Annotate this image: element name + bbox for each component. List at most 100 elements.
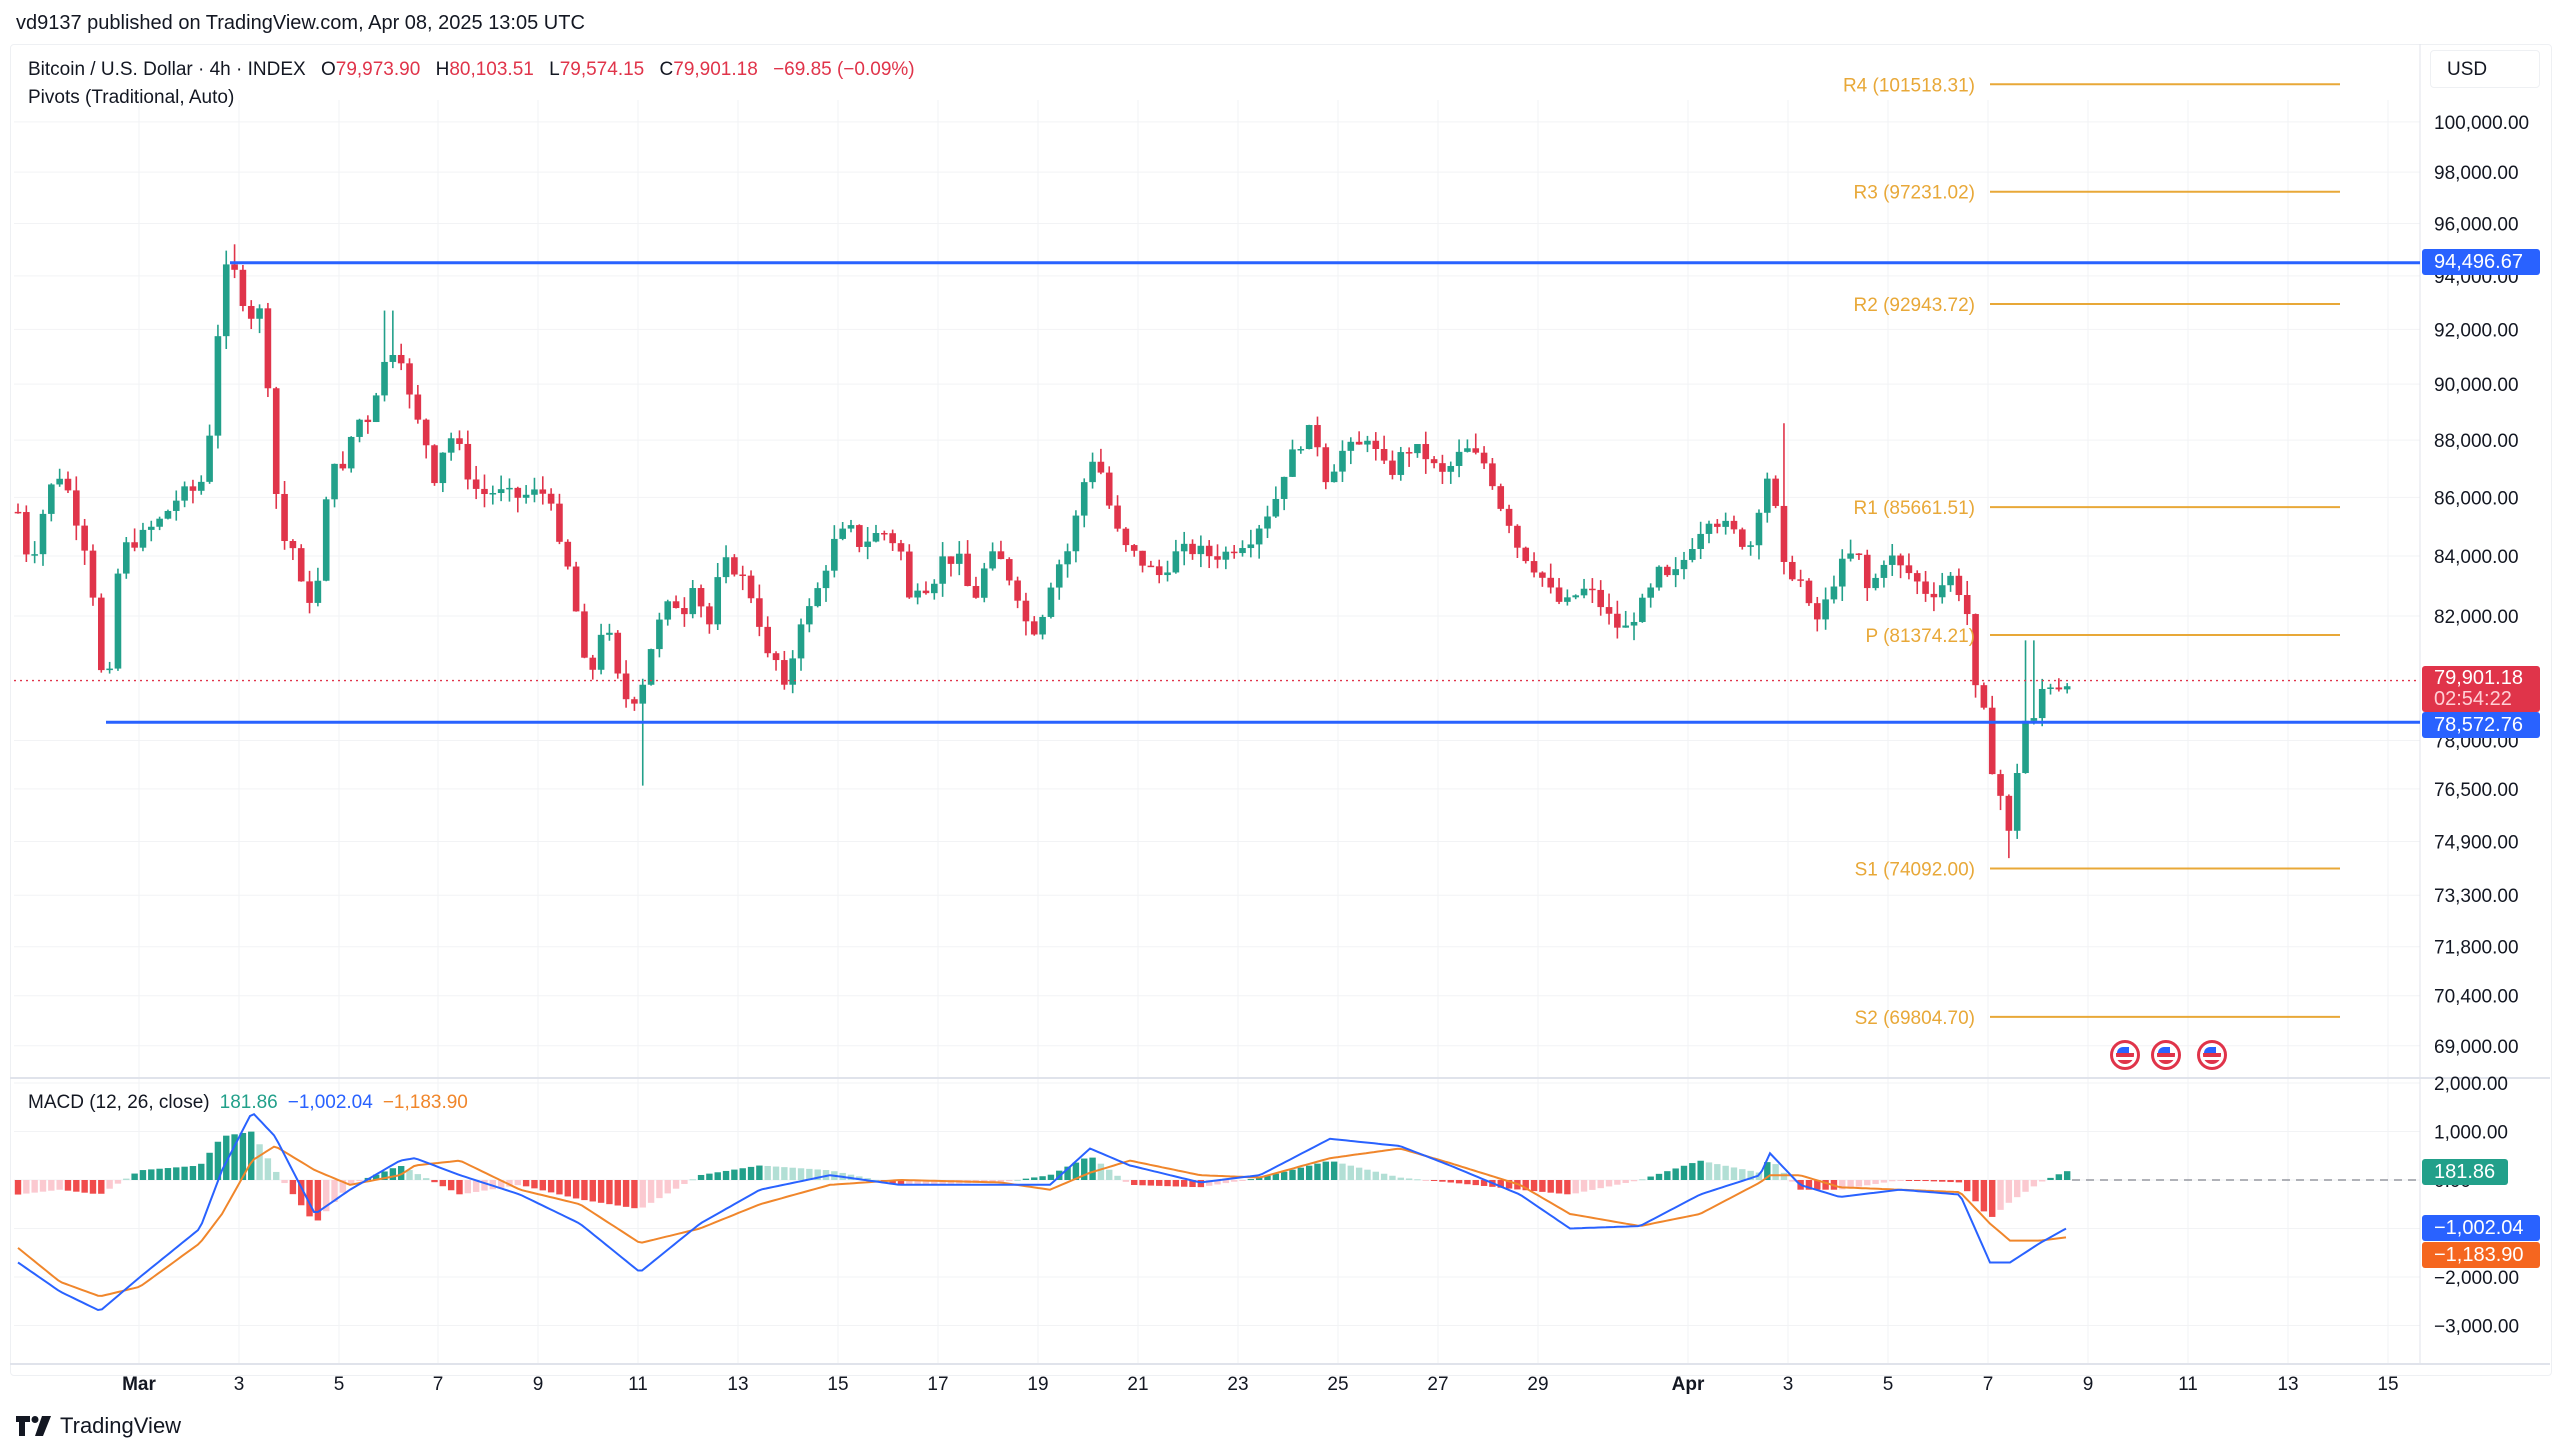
candle-down xyxy=(1930,593,1938,598)
macd-signal-value: −1,183.90 xyxy=(382,1092,468,1113)
pivots-indicator-title[interactable]: Pivots (Traditional, Auto) xyxy=(28,87,235,108)
candle-up xyxy=(356,419,363,437)
tradingview-logo[interactable]: TradingView xyxy=(16,1413,181,1439)
macd-histogram-bar xyxy=(889,1180,896,1184)
us-flag-icon[interactable] xyxy=(2197,1040,2227,1070)
candle-down xyxy=(281,493,288,542)
macd-histogram-bar xyxy=(1972,1180,1979,1202)
candle-down xyxy=(1230,551,1238,554)
macd-histogram-bar xyxy=(414,1174,422,1180)
candle-up xyxy=(2047,687,2054,689)
candle-up xyxy=(656,619,663,650)
macd-histogram-bar xyxy=(1414,1179,1421,1181)
candle-down xyxy=(131,542,138,548)
candle-down xyxy=(1772,478,1779,506)
candle-up xyxy=(164,510,172,519)
candle-down xyxy=(306,581,313,603)
candle-down xyxy=(1664,566,1671,576)
macd-histogram-bar xyxy=(1680,1165,1688,1180)
macd-histogram-bar xyxy=(431,1180,438,1183)
macd-histogram-bar xyxy=(1355,1167,1363,1180)
close-label: C xyxy=(659,59,674,80)
candle-down xyxy=(1539,572,1546,578)
macd-histogram-bar xyxy=(681,1180,688,1184)
candle-up xyxy=(181,486,188,501)
macd-histogram-bar xyxy=(806,1168,813,1180)
us-flag-icon[interactable] xyxy=(2151,1040,2181,1070)
candle-down xyxy=(1405,452,1413,454)
macd-histogram-bar xyxy=(14,1180,22,1195)
macd-histogram-bar xyxy=(281,1180,288,1184)
candle-up xyxy=(2038,688,2046,719)
candle-down xyxy=(972,586,980,598)
macd-histogram-bar xyxy=(298,1180,305,1206)
time-axis-label: 7 xyxy=(433,1374,444,1395)
candle-up xyxy=(939,556,946,584)
candle-up xyxy=(1705,523,1713,534)
candle-down xyxy=(1155,566,1163,576)
currency-selector[interactable]: USD xyxy=(2430,50,2540,88)
candle-up xyxy=(1255,528,1263,545)
macd-histogram-bar xyxy=(572,1180,580,1199)
candle-up xyxy=(1888,555,1896,565)
candle-down xyxy=(672,601,680,609)
macd-histogram-bar xyxy=(556,1180,563,1195)
macd-histogram-bar xyxy=(1297,1167,1305,1180)
macd-histogram-bar xyxy=(139,1170,147,1180)
macd-histogram-bar xyxy=(1980,1180,1988,1212)
candle-down xyxy=(1147,565,1155,568)
macd-indicator-title[interactable]: MACD (12, 26, close) xyxy=(28,1092,210,1113)
macd-histogram-bar xyxy=(23,1180,30,1194)
macd-histogram-bar xyxy=(439,1180,447,1187)
symbol-title[interactable]: Bitcoin / U.S. Dollar · 4h · INDEX xyxy=(28,59,306,80)
macd-histogram-bar xyxy=(706,1173,713,1180)
candle-up xyxy=(872,532,880,542)
macd-histogram-bar xyxy=(256,1144,263,1180)
candle-down xyxy=(1988,707,1996,775)
candle-down xyxy=(1547,577,1555,588)
macd-histogram-bar xyxy=(148,1169,155,1180)
candle-down xyxy=(964,553,971,587)
candle-up xyxy=(1680,559,1688,570)
macd-histogram-bar xyxy=(906,1180,913,1185)
candle-up xyxy=(331,463,338,500)
candle-down xyxy=(1489,463,1496,487)
candle-up xyxy=(1764,478,1771,513)
candle-down xyxy=(14,511,22,514)
candle-down xyxy=(1205,545,1213,557)
candle-up xyxy=(314,580,322,603)
macd-histogram-bar xyxy=(464,1180,472,1194)
candle-down xyxy=(856,525,863,547)
macd-histogram-bar xyxy=(289,1180,297,1195)
candle-up xyxy=(222,264,230,337)
candle-down xyxy=(406,363,413,395)
candle-down xyxy=(1439,463,1446,472)
macd-histogram-bar xyxy=(506,1180,513,1187)
macd-histogram-bar xyxy=(1705,1162,1713,1180)
candle-down xyxy=(947,556,955,564)
candle-up xyxy=(606,632,613,635)
candle-up xyxy=(256,308,263,319)
macd-histogram-bar xyxy=(1097,1163,1105,1180)
pivot-label: R3 (97231.02) xyxy=(1854,183,1975,204)
candle-up xyxy=(506,487,513,490)
candle-down xyxy=(1980,685,1988,708)
macd-histogram-bar xyxy=(1205,1180,1213,1186)
candle-down xyxy=(264,308,272,389)
candle-up xyxy=(689,588,697,615)
macd-histogram-bar xyxy=(1930,1180,1938,1182)
candle-down xyxy=(906,551,913,598)
candle-up xyxy=(831,538,838,571)
macd-histogram-bar xyxy=(1639,1179,1646,1181)
candle-down xyxy=(1030,621,1038,635)
macd-histogram-bar xyxy=(1380,1173,1388,1180)
macd-histogram-bar xyxy=(864,1178,871,1180)
candle-up xyxy=(914,590,921,598)
macd-histogram-bar xyxy=(1339,1163,1346,1180)
candle-down xyxy=(2005,795,2013,831)
macd-histogram-bar xyxy=(339,1180,347,1193)
candle-down xyxy=(481,488,488,495)
us-flag-icon[interactable] xyxy=(2110,1040,2140,1070)
candle-down xyxy=(1130,545,1138,551)
